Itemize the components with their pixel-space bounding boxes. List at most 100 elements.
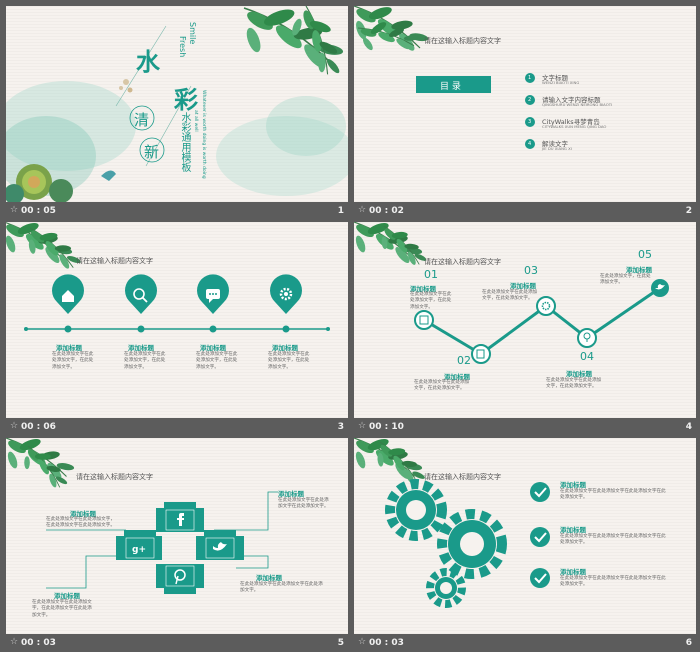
tile-pinterest <box>156 564 204 594</box>
toc-num-2: 2 <box>528 97 532 103</box>
slide-2-canvas: 请在这输入标题内容文字 目 录 1 文字标题 WENZI BIAOTI XING… <box>354 6 696 202</box>
fresh-text: Fresh <box>178 36 187 58</box>
pin-timeline-graphic <box>6 222 330 333</box>
slide-3-canvas: 请在这输入标题内容文字 添加标题 在此处添加文字在此处添加文字，在此处添加文字。… <box>6 222 348 418</box>
toc-item-3-en: CITYWALKS XUN MENG QING DAO <box>542 124 607 129</box>
item-3-text: 在此处添加文字在此处添加文字在此处添加文字。 <box>240 582 323 594</box>
item-2-heading: 添加标题 <box>128 344 154 352</box>
step-5-heading: 添加标题 <box>626 266 652 274</box>
slide-1-canvas: 水 彩 清 新 Smile Fresh 水彩通用模板 Whatever is w… <box>6 6 348 202</box>
toc-num-1: 1 <box>528 75 532 81</box>
check-icon-1 <box>530 482 550 502</box>
slide-timing: 00 : 06 <box>21 422 56 432</box>
step-3-heading: 添加标题 <box>510 282 536 290</box>
step-3-text: 在此处添加文字在此处添加文字，在此处添加文字。 <box>482 290 538 302</box>
slide-timing: 00 : 02 <box>369 206 404 216</box>
check-icon-2 <box>530 527 550 547</box>
slide-number: 4 <box>685 422 692 432</box>
item-2-heading: 添加标题 <box>560 526 586 534</box>
toc-item-4: 解读文字 <box>542 140 568 148</box>
node-1 <box>414 310 434 330</box>
step-num-03: 03 <box>524 264 538 277</box>
leaf-decoration <box>354 6 535 149</box>
slide-thumb-2[interactable]: 请在这输入标题内容文字 目 录 1 文字标题 WENZI BIAOTI XING… <box>354 6 696 220</box>
slide-timing: 00 : 03 <box>21 638 56 648</box>
slide-title: 请在这输入标题内容文字 <box>76 473 153 481</box>
item-1-text: 在此处添加文字在此处添加文字在此处添加文字在此处添加文字。 <box>560 489 666 501</box>
step-num-05: 05 <box>638 248 652 261</box>
item-2-text: 在此处添加文字在此处添加文字在此处添加文字在此处添加文字。 <box>560 534 666 546</box>
item-1-heading: 添加标题 <box>560 481 586 489</box>
smile-text: Smile <box>188 22 197 45</box>
slide-number: 6 <box>685 638 692 648</box>
slide-1-status-bar: ☆ 00 : 05 1 <box>6 202 348 220</box>
svg-text:g+: g+ <box>132 545 146 555</box>
timing-star-icon: ☆ <box>10 205 19 215</box>
en-vertical-2: at all well <box>193 110 198 132</box>
tile-googleplus: g+ <box>116 530 162 560</box>
slide-title: 请在这输入标题内容文字 <box>424 37 501 45</box>
en-vertical-1: Whatever is worth doing is worth doing <box>201 90 206 179</box>
timing-star-icon: ☆ <box>10 637 19 647</box>
slide-thumb-4[interactable]: 请在这输入标题内容文字 01 添加标题 在此处添加文字在此处添加文字，在此处添加… <box>354 222 696 436</box>
slide-thumb-1[interactable]: 水 彩 清 新 Smile Fresh 水彩通用模板 Whatever is w… <box>6 6 348 220</box>
item-4-heading: 添加标题 <box>54 592 80 600</box>
slide-number: 2 <box>685 206 692 216</box>
step-4-text: 在此处添加文字在此处添加文字，在此处添加文字。 <box>546 378 602 390</box>
node-2 <box>471 344 491 364</box>
slide-thumb-6[interactable]: 请在这输入标题内容文字 添加标题 在此处添加文字在此处添加文字在此处添加文字在此… <box>354 438 696 652</box>
toc-num-3: 3 <box>528 119 532 125</box>
item-3-heading: 添加标题 <box>560 568 586 576</box>
slide-title: 请在这输入标题内容文字 <box>76 257 153 265</box>
gear-small-icon <box>426 568 466 608</box>
toc-item-1: 文字标题 <box>542 74 568 82</box>
social-cross-graphic: g+ <box>6 438 278 594</box>
node-4 <box>577 328 597 348</box>
slide-title: 请在这输入标题内容文字 <box>424 473 501 481</box>
gears-graphic <box>354 438 550 608</box>
slide-title: 请在这输入标题内容文字 <box>424 258 501 266</box>
node-5-twitter <box>651 279 669 297</box>
slide-timing: 00 : 10 <box>369 422 404 432</box>
tile-twitter <box>196 530 244 560</box>
item-3-text: 在此处添加文字在此处添加文字在此处添加文字在此处添加文字。 <box>560 576 666 588</box>
gear-large-right-icon <box>437 509 507 579</box>
step-1-heading: 添加标题 <box>410 285 436 293</box>
step-num-01: 01 <box>424 268 438 281</box>
item-1-heading: 添加标题 <box>56 344 82 352</box>
slide-thumb-5[interactable]: g+ 请在这输入标题内容文字 添加标题 在此处添加文字在此处添加文字，在此处添加… <box>6 438 348 652</box>
step-2-text: 在此处添加文字在此处添加文字，在此处添加文字。 <box>414 380 470 392</box>
slide-5-canvas: g+ 请在这输入标题内容文字 添加标题 在此处添加文字在此处添加文字，在此处添加… <box>6 438 348 634</box>
item-2-text: 在此处添加文字在此处添加文字在此处添加文字。 <box>278 498 329 510</box>
toc-item-3: CityWalks寻梦青岛 <box>542 118 600 126</box>
item-1-text: 在此处添加文字在此处添加文字，在此处添加文字。 <box>52 352 94 370</box>
timing-star-icon: ☆ <box>358 205 367 215</box>
title-char-cai: 彩 <box>174 86 198 114</box>
watercolor-background <box>6 6 348 202</box>
pin-3 <box>197 274 230 333</box>
slide-3-status-bar: ☆ 00 : 06 3 <box>6 418 348 436</box>
step-2-heading: 添加标题 <box>444 373 470 381</box>
step-4-heading: 添加标题 <box>566 370 592 378</box>
step-num-02: 02 <box>457 354 471 367</box>
title-char-xin: 新 <box>144 143 160 161</box>
slide-thumb-3[interactable]: 请在这输入标题内容文字 添加标题 在此处添加文字在此处添加文字，在此处添加文字。… <box>6 222 348 436</box>
pin-1 <box>52 274 84 333</box>
item-2-heading: 添加标题 <box>278 490 304 498</box>
item-2-text: 在此处添加文字在此处添加文字，在此处添加文字。 <box>124 352 166 370</box>
step-num-04: 04 <box>580 350 594 363</box>
title-char-shui: 水 <box>136 48 160 76</box>
check-icon-3 <box>530 568 550 588</box>
toc-item-1-en: WENZI BIAOTI XING <box>542 80 580 85</box>
subtitle-vertical: 水彩通用模板 <box>179 112 190 172</box>
zigzag-timeline-graphic <box>354 222 669 364</box>
toc-num-4: 4 <box>528 141 532 147</box>
item-3-heading: 添加标题 <box>200 344 226 352</box>
item-4-text: 在此处添加文字在此处添加文字，在此处添加文字在此处添加文字。 <box>32 600 92 618</box>
tile-facebook <box>156 502 204 532</box>
slide-5-status-bar: ☆ 00 : 03 5 <box>6 634 348 652</box>
item-1-heading: 添加标题 <box>70 510 96 518</box>
toc-item-2-en: QINGSHURU WENZI NEIRONG BIAOTI <box>542 102 613 107</box>
slide-number: 5 <box>337 638 344 648</box>
slide-timing: 00 : 03 <box>369 638 404 648</box>
